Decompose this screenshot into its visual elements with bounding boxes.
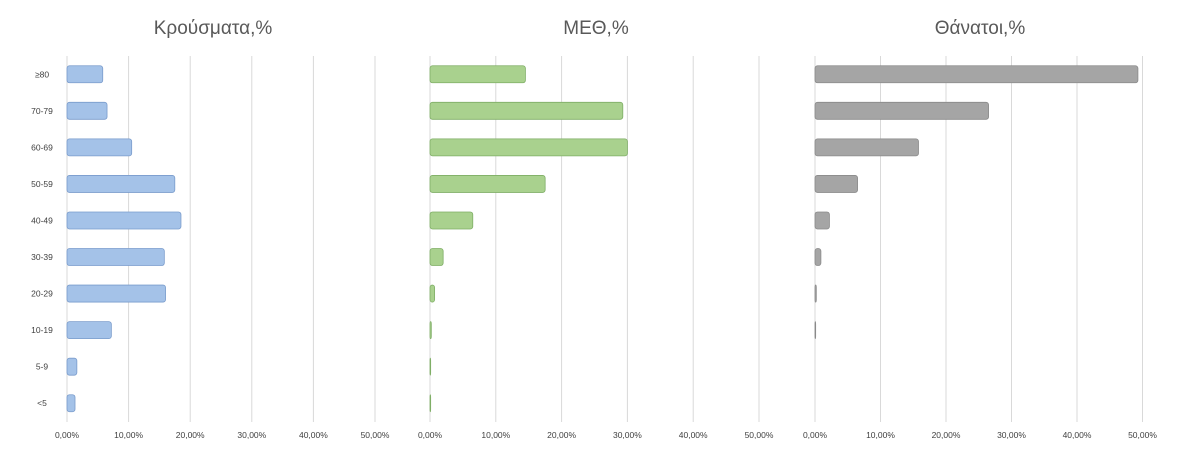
x-tick-label-cases: 20,00% — [176, 430, 205, 440]
category-label: 50-59 — [31, 179, 53, 189]
x-tick-label-deaths: 50,00% — [1128, 430, 1157, 440]
bar-deaths — [814, 248, 822, 266]
category-label: 70-79 — [31, 106, 53, 116]
x-tick-label-deaths: 0,00% — [803, 430, 828, 440]
x-tick-label-icu: 20,00% — [547, 430, 576, 440]
bar-icu — [429, 321, 432, 340]
x-tick-label-deaths: 10,00% — [866, 430, 895, 440]
bar-cases — [66, 284, 166, 303]
bar-cases — [66, 394, 76, 413]
chart-title-deaths: Θάνατοι,% — [935, 18, 1026, 39]
x-tick-label-deaths: 20,00% — [932, 430, 961, 440]
x-tick-label-deaths: 30,00% — [997, 430, 1026, 440]
bar-cases — [66, 357, 78, 376]
x-tick-label-cases: 50,00% — [361, 430, 390, 440]
x-tick-label-icu: 10,00% — [481, 430, 510, 440]
bar-icu — [429, 65, 526, 84]
x-tick-label-icu: 30,00% — [613, 430, 642, 440]
bar-deaths — [814, 101, 989, 120]
bar-cases — [66, 101, 108, 120]
category-label: ≥80 — [35, 69, 49, 79]
bar-cases — [66, 175, 176, 193]
icu-chart: ΜΕΘ,% 0,00% 10,00% 20,00% 30,00% 40,00% 50,00… — [418, 18, 774, 440]
bar-deaths — [814, 138, 919, 157]
bar-icu — [429, 284, 436, 303]
bar-cases — [66, 321, 112, 340]
x-tick-label-deaths: 40,00% — [1063, 430, 1092, 440]
category-label: 30-39 — [31, 252, 53, 262]
category-label: 60-69 — [31, 142, 53, 152]
bar-cases — [66, 65, 104, 84]
bar-deaths — [814, 65, 1139, 84]
bar-icu — [429, 138, 628, 157]
x-tick-label-icu: 40,00% — [679, 430, 708, 440]
category-label: 10-19 — [31, 325, 53, 335]
bar-icu — [429, 357, 432, 376]
chart-title-icu: ΜΕΘ,% — [563, 18, 629, 39]
bar-icu — [429, 248, 444, 266]
bar-deaths — [814, 284, 817, 303]
x-tick-label-icu: 0,00% — [418, 430, 443, 440]
x-tick-label-cases: 0,00% — [55, 430, 80, 440]
category-label: <5 — [37, 398, 47, 408]
deaths-chart: Θάνατοι,% 0,00% 10,00% 20,00% 30,00% 40,00% 5… — [803, 18, 1157, 440]
category-label: 20-29 — [31, 289, 53, 299]
bar-deaths — [814, 321, 817, 340]
chart-title-cases: Κρούσματα,% — [154, 18, 273, 39]
bar-deaths — [814, 175, 858, 193]
x-tick-label-icu: 50,00% — [745, 430, 774, 440]
category-label: 40-49 — [31, 215, 53, 225]
x-tick-label-cases: 40,00% — [299, 430, 328, 440]
bar-cases — [66, 211, 182, 230]
bar-deaths — [814, 211, 830, 230]
bar-icu — [429, 175, 546, 193]
bar-icu — [429, 211, 474, 230]
bar-icu — [429, 101, 624, 120]
bar-icu — [429, 394, 432, 413]
cases-chart: Κρούσματα,% ≥80 70-79 60-69 50-59 40-49 30-39… — [31, 18, 390, 440]
category-label: 5-9 — [36, 362, 49, 372]
bar-cases — [66, 248, 165, 266]
x-tick-label-cases: 30,00% — [237, 430, 266, 440]
bar-cases — [66, 138, 133, 157]
x-tick-label-cases: 10,00% — [114, 430, 143, 440]
